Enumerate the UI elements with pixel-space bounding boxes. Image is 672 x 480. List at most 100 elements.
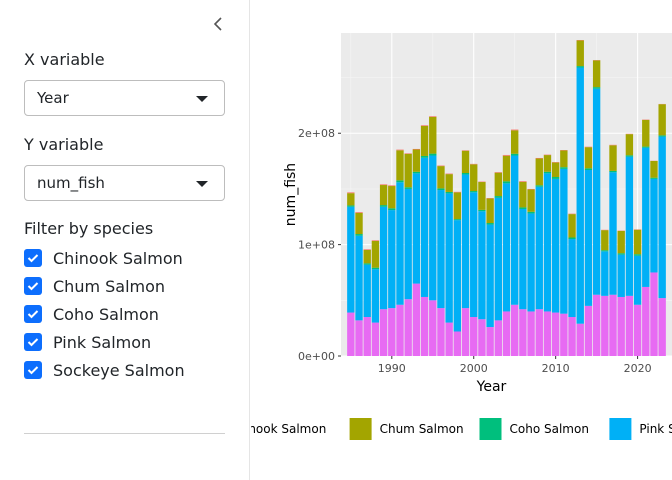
species-checkbox-chum[interactable]: Chum Salmon (24, 275, 165, 297)
bar-segment-sockeye (543, 311, 552, 356)
x-variable-label: X variable (24, 50, 105, 69)
species-label: Chum Salmon (53, 276, 166, 296)
y-axis-title: num_fish (283, 163, 299, 226)
bar-segment-coho (429, 153, 437, 156)
species-checkbox-sockeye[interactable]: Sockeye Salmon (24, 359, 185, 381)
bar-segment-chum (494, 172, 502, 197)
bar-segment-sockeye (617, 296, 625, 356)
species-checkbox-pink[interactable]: Pink Salmon (24, 331, 151, 353)
bar-segment-chinook (445, 173, 453, 175)
bar-segment-coho (511, 153, 519, 156)
bar-segment-chinook (535, 157, 543, 159)
bar-segment-pink (478, 211, 486, 320)
y-tick-label: 1e+08 (298, 239, 335, 252)
y-variable-select[interactable]: num_fish (24, 165, 225, 201)
bar-segment-pink (633, 255, 642, 305)
bar-segment-pink (568, 239, 576, 318)
x-variable-value: Year (37, 89, 69, 107)
bar-segment-sockeye (470, 317, 478, 356)
bar-segment-chum (379, 185, 388, 206)
bar-segment-chum (363, 249, 371, 264)
bar-segment-chinook (388, 185, 396, 187)
bar-segment-pink (592, 88, 601, 295)
bar-segment-coho (601, 250, 609, 252)
bar-segment-sockeye (584, 305, 593, 356)
bar-segment-coho (576, 66, 584, 68)
bar-segment-pink (412, 173, 421, 284)
bar-segment-sockeye (445, 322, 453, 356)
bar-segment-sockeye (494, 320, 502, 356)
bar-segment-coho (560, 167, 568, 169)
bar-segment-chum (642, 119, 650, 147)
bar-segment-pink (658, 136, 666, 299)
bar-segment-pink (535, 186, 543, 310)
bar-segment-coho (494, 196, 502, 198)
bar-segment-chum (633, 229, 642, 255)
bar-segment-chum (445, 174, 453, 192)
bar-segment-pink (437, 190, 445, 309)
bar-segment-chinook (420, 125, 429, 126)
bar-segment-coho (461, 173, 470, 175)
bar-segment-pink (420, 157, 429, 297)
bar-segment-chum (486, 198, 494, 224)
species-checkbox-chinook[interactable]: Chinook Salmon (24, 247, 183, 269)
y-variable-label: Y variable (24, 135, 104, 154)
bar-segment-pink (429, 155, 437, 301)
bar-segment-coho (625, 155, 634, 157)
bar-segment-coho (404, 187, 412, 189)
bar-segment-pink (543, 173, 552, 312)
bar-segment-sockeye (535, 309, 543, 356)
bar-segment-sockeye (609, 294, 617, 356)
plot-area: 0e+00 1e+08 2e+08 1990 2000 2010 2020 Year num_f… (251, 0, 672, 480)
bar-segment-chum (371, 240, 380, 268)
bar-segment-sockeye (568, 317, 576, 356)
bar-segment-sockeye (658, 298, 666, 356)
bar-segment-coho (445, 191, 453, 194)
bar-segment-coho (502, 181, 511, 184)
bar-segment-chum (527, 189, 535, 212)
bar-segment-coho (535, 185, 543, 187)
bar-segment-sockeye (420, 296, 429, 356)
bar-segment-coho (478, 209, 486, 212)
legend-label: Chum Salmon (380, 422, 464, 436)
checkbox-checked-icon[interactable] (24, 277, 42, 295)
bar-segment-chum (650, 160, 658, 178)
legend-swatch (609, 418, 632, 440)
bar-segment-pink (494, 197, 502, 321)
bar-segment-chum (420, 125, 429, 156)
bar-segment-chinook (519, 181, 527, 182)
bar-segment-chinook (494, 172, 502, 173)
bar-segment-chum (543, 155, 552, 172)
checkbox-checked-icon[interactable] (24, 249, 42, 267)
bar-segment-chum (388, 186, 396, 209)
x-variable-select[interactable]: Year (24, 80, 225, 116)
bar-segment-coho (592, 87, 601, 89)
species-label: Coho Salmon (53, 304, 159, 324)
bar-segment-pink (388, 210, 396, 309)
collapse-sidebar-button[interactable] (208, 12, 228, 36)
bar-segment-coho (551, 177, 560, 179)
bar-segment-chinook (412, 148, 421, 150)
bar-segment-chum (511, 130, 519, 154)
bar-segment-coho (371, 267, 380, 270)
bar-segment-chum (396, 150, 404, 181)
x-tick-label: 2010 (542, 362, 570, 375)
bar-segment-chinook (429, 116, 437, 117)
bar-segment-pink (461, 174, 470, 309)
species-checkbox-coho[interactable]: Coho Salmon (24, 303, 159, 325)
bar-segment-sockeye (642, 286, 650, 356)
bar-segment-pink (511, 155, 519, 305)
y-tick-label: 0e+00 (298, 350, 335, 363)
bar-segment-chum (453, 192, 462, 220)
checkbox-checked-icon[interactable] (24, 333, 42, 351)
checkbox-checked-icon[interactable] (24, 361, 42, 379)
bar-segment-pink (363, 264, 371, 318)
bar-segment-chinook (502, 154, 511, 156)
bar-segment-chum (584, 147, 593, 169)
bar-segment-sockeye (560, 313, 568, 356)
bar-segment-sockeye (519, 309, 527, 356)
bar-segment-sockeye (355, 320, 363, 356)
bar-segment-coho (412, 171, 421, 174)
checkbox-checked-icon[interactable] (24, 305, 42, 323)
bar-segment-chinook (404, 153, 412, 154)
